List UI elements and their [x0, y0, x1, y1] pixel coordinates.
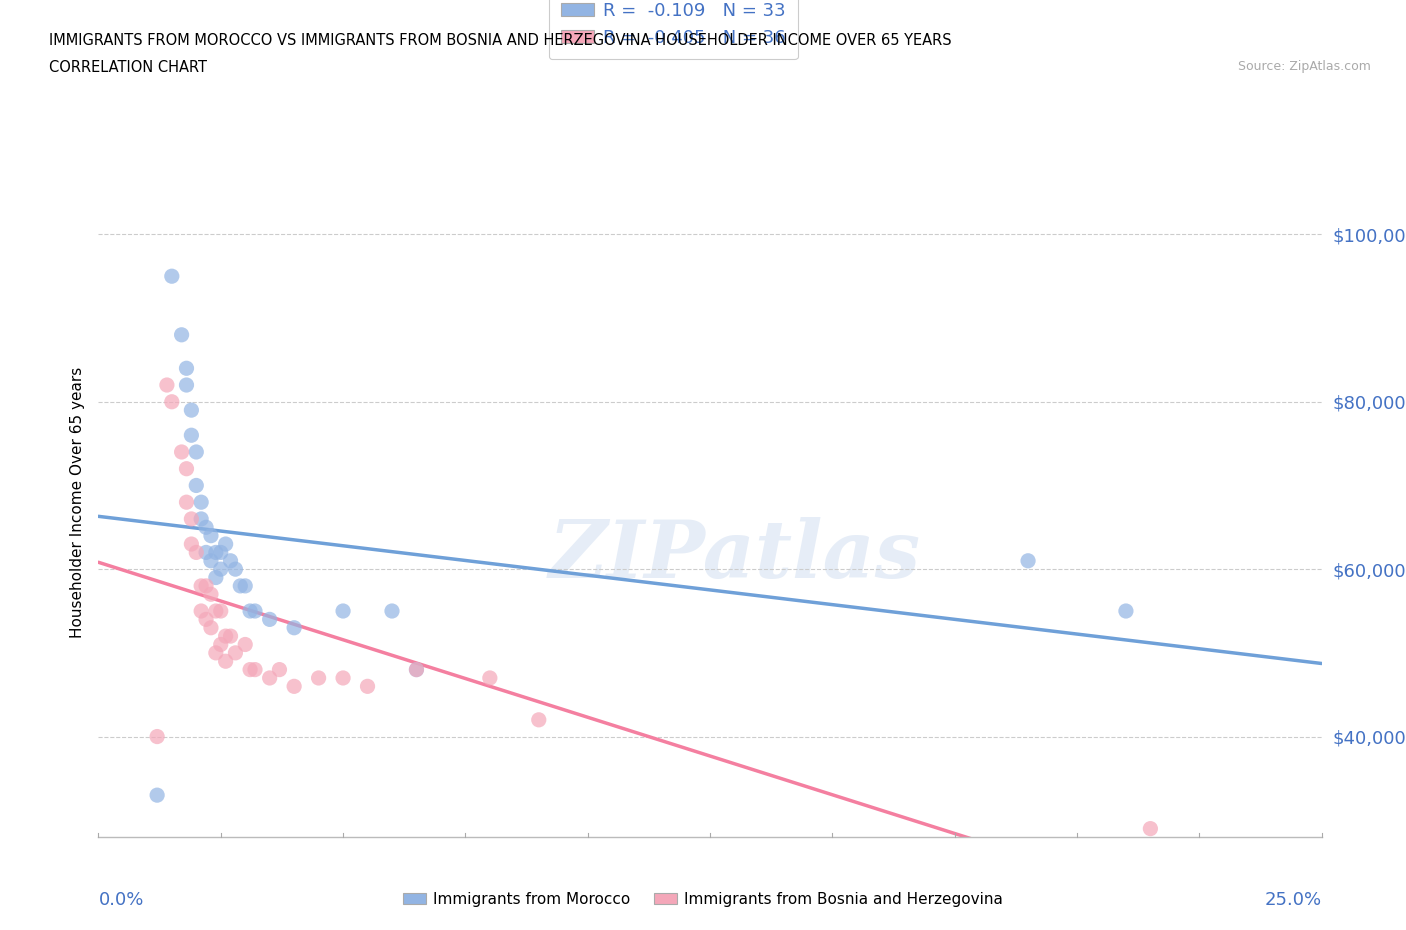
Point	[239, 662, 262, 677]
Point	[405, 662, 427, 677]
Text: 0.0%: 0.0%	[98, 891, 143, 909]
Point	[219, 553, 242, 568]
Point	[170, 445, 193, 459]
Text: CORRELATION CHART: CORRELATION CHART	[49, 60, 207, 75]
Point	[195, 545, 218, 560]
Point	[200, 528, 222, 543]
Point	[176, 361, 198, 376]
Point	[190, 495, 212, 510]
Point	[205, 604, 228, 618]
Point	[478, 671, 501, 685]
Point	[243, 604, 266, 618]
Point	[527, 712, 550, 727]
Text: IMMIGRANTS FROM MOROCCO VS IMMIGRANTS FROM BOSNIA AND HERZEGOVINA HOUSEHOLDER IN: IMMIGRANTS FROM MOROCCO VS IMMIGRANTS FR…	[49, 33, 952, 47]
Point	[146, 788, 169, 803]
Point	[214, 629, 236, 644]
Point	[186, 478, 208, 493]
Point	[209, 545, 232, 560]
Point	[233, 637, 256, 652]
Point	[1017, 553, 1039, 568]
Point	[190, 604, 212, 618]
Point	[308, 671, 330, 685]
Point	[160, 394, 183, 409]
Point	[1115, 604, 1137, 618]
Point	[180, 537, 202, 551]
Point	[233, 578, 256, 593]
Point	[214, 654, 236, 669]
Point	[195, 612, 218, 627]
Point	[224, 562, 246, 577]
Text: Source: ZipAtlas.com: Source: ZipAtlas.com	[1237, 60, 1371, 73]
Point	[283, 620, 305, 635]
Point	[176, 495, 198, 510]
Point	[205, 645, 228, 660]
Point	[381, 604, 404, 618]
Point	[205, 545, 228, 560]
Text: ZIPatlas: ZIPatlas	[548, 517, 921, 594]
Point	[176, 378, 198, 392]
Point	[259, 671, 281, 685]
Point	[200, 587, 222, 602]
Point	[1139, 821, 1161, 836]
Point	[229, 578, 252, 593]
Point	[219, 629, 242, 644]
Point	[200, 620, 222, 635]
Point	[269, 662, 291, 677]
Point	[180, 428, 202, 443]
Legend: Immigrants from Morocco, Immigrants from Bosnia and Herzegovina: Immigrants from Morocco, Immigrants from…	[396, 886, 1010, 913]
Point	[195, 520, 218, 535]
Point	[186, 545, 208, 560]
Point	[239, 604, 262, 618]
Point	[209, 562, 232, 577]
Point	[156, 378, 179, 392]
Point	[205, 570, 228, 585]
Point	[200, 553, 222, 568]
Point	[195, 578, 218, 593]
Point	[180, 512, 202, 526]
Point	[190, 578, 212, 593]
Point	[170, 327, 193, 342]
Point	[283, 679, 305, 694]
Point	[356, 679, 378, 694]
Point	[214, 537, 236, 551]
Point	[209, 637, 232, 652]
Point	[259, 612, 281, 627]
Point	[160, 269, 183, 284]
Point	[186, 445, 208, 459]
Point	[224, 645, 246, 660]
Point	[405, 662, 427, 677]
Legend: R =  -0.109   N = 33, R =  -0.405   N = 36: R = -0.109 N = 33, R = -0.405 N = 36	[548, 0, 799, 60]
Point	[180, 403, 202, 418]
Y-axis label: Householder Income Over 65 years: Householder Income Over 65 years	[69, 366, 84, 638]
Point	[332, 604, 354, 618]
Point	[146, 729, 169, 744]
Text: 25.0%: 25.0%	[1264, 891, 1322, 909]
Point	[209, 604, 232, 618]
Point	[190, 512, 212, 526]
Point	[332, 671, 354, 685]
Point	[243, 662, 266, 677]
Point	[176, 461, 198, 476]
